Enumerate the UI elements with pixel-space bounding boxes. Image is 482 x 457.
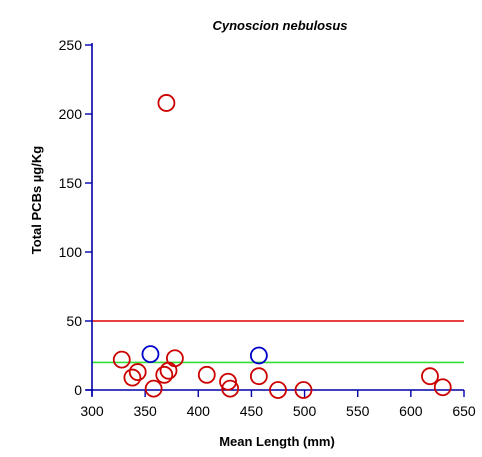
- y-axis-title: Total PCBs µg/Kg: [29, 146, 44, 254]
- x-axis-title: Mean Length (mm): [219, 434, 335, 449]
- chart-title: Cynoscion nebulosus: [212, 18, 347, 33]
- data-point: [144, 379, 163, 398]
- data-point: [221, 379, 240, 398]
- data-point: [128, 363, 147, 381]
- x-tick-label-350: 350: [133, 403, 157, 419]
- data-point: [421, 367, 439, 386]
- y-tick-label-100: 100: [59, 244, 83, 260]
- axes: 300 350 400 450 500 550 600 650 0 50 100 150 200 250: [59, 37, 476, 419]
- data-point: [155, 365, 174, 384]
- data-point: [157, 94, 176, 112]
- data-point: [197, 365, 216, 384]
- data-point: [433, 378, 452, 397]
- x-tick-label-450: 450: [240, 403, 264, 419]
- data-points: [112, 94, 452, 399]
- data-point: [294, 381, 313, 399]
- data-point: [269, 381, 287, 399]
- y-tick-label-200: 200: [59, 106, 83, 122]
- data-point: [219, 372, 237, 391]
- data-point: [159, 361, 178, 380]
- y-tick-label-150: 150: [59, 175, 83, 191]
- data-point: [112, 350, 131, 369]
- x-tick-label-550: 550: [346, 403, 370, 419]
- y-tick-label-50: 50: [66, 313, 82, 329]
- x-tick-label-600: 600: [399, 403, 423, 419]
- data-point: [166, 349, 184, 368]
- y-tick-label-0: 0: [74, 382, 82, 398]
- x-tick-label-400: 400: [187, 403, 211, 419]
- x-tick-label-650: 650: [452, 403, 476, 419]
- data-point: [123, 368, 142, 387]
- data-point: [249, 367, 268, 386]
- data-point: [249, 346, 268, 365]
- data-point: [141, 345, 160, 364]
- y-tick-label-250: 250: [59, 37, 83, 53]
- x-tick-label-300: 300: [80, 403, 104, 419]
- x-tick-label-500: 500: [293, 403, 317, 419]
- reference-lines: [92, 320, 464, 364]
